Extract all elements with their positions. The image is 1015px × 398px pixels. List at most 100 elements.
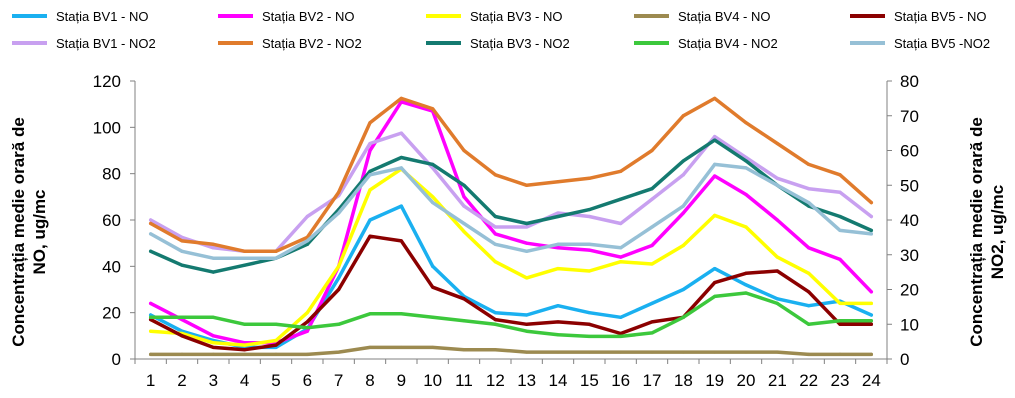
x-tick-label: 21: [768, 371, 787, 390]
data-point: [619, 350, 623, 354]
data-point: [838, 214, 842, 219]
left-y-axis: 0 20 40 60 80 100 120: [93, 72, 136, 369]
data-point: [619, 169, 623, 173]
left-tick-label: 60: [102, 211, 121, 230]
data-point: [650, 243, 654, 248]
data-point: [681, 211, 685, 215]
data-point: [619, 331, 623, 336]
data-point: [431, 195, 435, 199]
data-point: [807, 322, 811, 326]
right-tick-label: 10: [900, 315, 919, 334]
data-point: [587, 350, 591, 354]
data-point: [305, 311, 309, 315]
data-point: [368, 234, 372, 238]
left-tick-label: 80: [102, 165, 121, 184]
data-point: [525, 350, 529, 354]
data-point: [556, 246, 560, 250]
data-point: [587, 242, 591, 246]
data-point: [838, 190, 842, 194]
data-point: [180, 334, 184, 338]
data-point: [399, 155, 403, 160]
data-point: [838, 319, 842, 323]
legend-label-4: Stația BV4 - NO: [678, 9, 770, 24]
series-line-6: [148, 131, 874, 254]
data-point: [713, 174, 717, 178]
data-point: [305, 242, 309, 246]
data-point: [431, 201, 435, 205]
data-point: [493, 318, 497, 322]
data-point: [211, 345, 215, 350]
data-point: [713, 280, 717, 285]
x-axis: 1 2 3 4 5 6 7 8 9 10 11 12 13 14 15 16 17 18 19 20 21 22 23 24: [134, 358, 888, 390]
data-point: [305, 326, 309, 330]
data-point: [243, 352, 247, 356]
data-point: [807, 162, 811, 166]
data-point: [869, 290, 873, 294]
series-line-9: [148, 291, 874, 339]
data-point: [587, 311, 591, 315]
data-point: [744, 225, 748, 229]
data-point: [807, 352, 811, 356]
data-point: [337, 190, 341, 194]
right-axis-title-line1: Concentrația medie orară de: [967, 117, 986, 347]
data-point: [807, 187, 811, 191]
data-point: [305, 214, 309, 219]
data-point: [399, 96, 403, 100]
data-point: [337, 287, 341, 292]
data-point: [368, 218, 372, 222]
data-point: [744, 283, 748, 287]
data-point: [243, 263, 247, 267]
right-tick-label: 0: [900, 350, 909, 369]
data-point: [650, 197, 654, 201]
data-point: [681, 159, 685, 163]
data-point: [744, 192, 748, 197]
data-point: [681, 287, 685, 292]
data-point: [744, 155, 748, 160]
x-tick-label: 18: [674, 371, 693, 390]
data-point: [838, 257, 842, 261]
data-point: [243, 343, 247, 347]
data-point: [305, 320, 309, 324]
data-point: [619, 260, 623, 264]
data-point: [869, 201, 873, 205]
data-point: [681, 315, 685, 319]
left-axis-title-line1: Concentrația medie orară de: [9, 117, 28, 347]
data-point: [650, 350, 654, 354]
x-tick-label: 4: [240, 371, 249, 390]
legend-label-6: Stația BV1 - NO2: [56, 36, 156, 51]
data-point: [619, 255, 623, 259]
data-point: [744, 271, 748, 275]
data-point: [274, 256, 278, 260]
data-point: [556, 267, 560, 271]
data-point: [274, 352, 278, 356]
data-point: [587, 248, 591, 252]
data-point: [337, 350, 341, 354]
data-point: [149, 221, 153, 226]
legend-label-7: Stația BV2 - NO2: [262, 36, 362, 51]
data-point: [556, 304, 560, 308]
data-point: [681, 350, 685, 354]
x-tick-label: 3: [209, 371, 218, 390]
data-point: [869, 313, 873, 317]
data-point: [399, 166, 403, 170]
x-tick-label: 16: [611, 371, 630, 390]
data-point: [744, 159, 748, 163]
data-point: [149, 249, 153, 253]
series-line-7: [148, 96, 874, 254]
data-point: [399, 312, 403, 316]
data-point: [493, 242, 497, 246]
data-point: [807, 246, 811, 250]
data-point: [305, 352, 309, 356]
data-point: [556, 333, 560, 337]
data-point: [775, 301, 779, 305]
data-point: [869, 214, 873, 219]
data-point: [243, 256, 247, 260]
data-point: [869, 352, 873, 356]
data-point: [462, 195, 466, 199]
data-point: [149, 315, 153, 319]
data-point: [807, 201, 811, 205]
x-tick-label: 6: [303, 371, 312, 390]
data-point: [368, 188, 372, 192]
data-point: [838, 322, 842, 326]
